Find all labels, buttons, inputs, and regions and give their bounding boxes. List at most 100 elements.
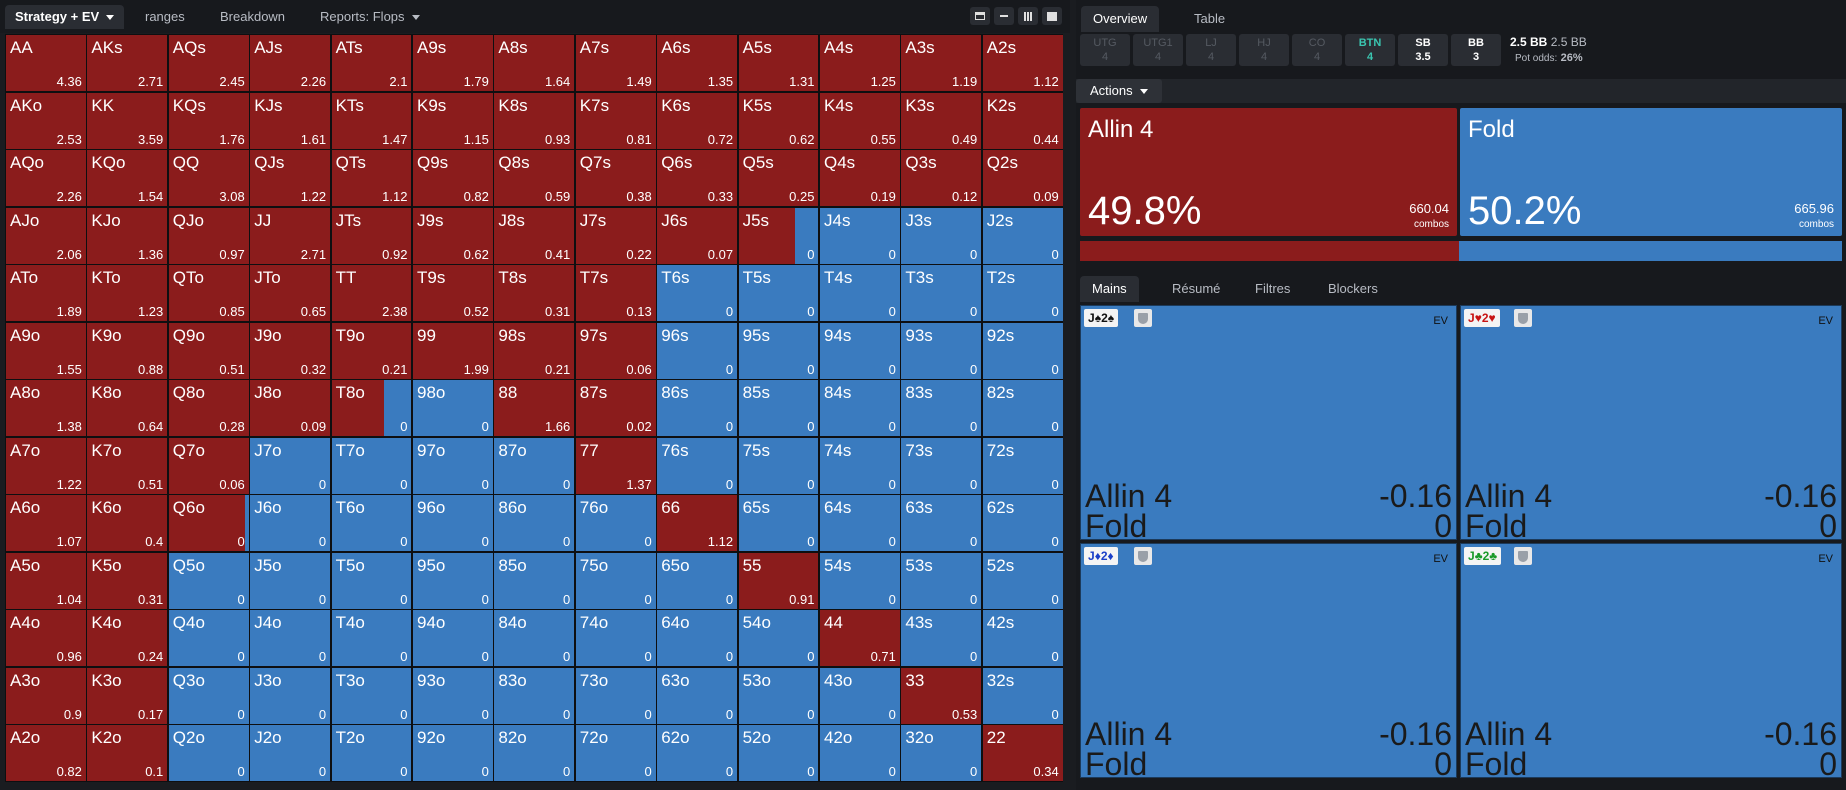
hand-cell[interactable]: T4s 0 (820, 265, 900, 321)
seat-lj[interactable]: LJ 4 (1186, 34, 1236, 66)
hand-cell[interactable]: A7o 1.22 (6, 437, 86, 494)
combo-card[interactable]: J♥2♥ EV Allin 4 -0.16 Fold 0 (1460, 305, 1842, 540)
hand-cell[interactable]: 55 0.91 (738, 552, 819, 609)
hand-cell[interactable]: 73s 0 (901, 437, 982, 494)
hand-cell[interactable]: 88 1.66 (494, 380, 575, 436)
hand-cell[interactable]: 94o 0 (413, 610, 493, 666)
combo-card[interactable]: J♣2♣ EV Allin 4 -0.16 Fold 0 (1460, 543, 1842, 778)
grid-icon[interactable] (1018, 7, 1038, 25)
hand-cell[interactable]: T8o 0 (331, 380, 412, 436)
hand-cell[interactable]: 93o 0 (413, 667, 493, 724)
hand-cell[interactable]: 32o 0 (901, 725, 982, 781)
hand-cell[interactable]: A3s 1.19 (901, 35, 982, 91)
hand-cell[interactable]: 64o 0 (657, 610, 738, 666)
actions-dropdown[interactable]: Actions (1076, 79, 1162, 103)
hand-cell[interactable]: 66 1.12 (657, 495, 738, 551)
hand-cell[interactable]: QTo 0.85 (168, 265, 249, 321)
hand-cell[interactable]: 22 0.34 (982, 725, 1063, 781)
combo-card[interactable]: J♠2♠ EV Allin 4 -0.16 Fold 0 (1080, 305, 1457, 540)
hand-cell[interactable]: 64s 0 (820, 495, 900, 551)
seat-utg[interactable]: UTG 4 (1080, 34, 1130, 66)
tab-filtres[interactable]: Filtres (1255, 281, 1291, 296)
hand-cell[interactable]: 76s 0 (657, 437, 738, 494)
hand-cell[interactable]: T2s 0 (982, 265, 1063, 321)
hand-cell[interactable]: A9o 1.55 (6, 322, 86, 379)
hand-cell[interactable]: K6o 0.4 (87, 495, 168, 551)
hand-cell[interactable]: A6o 1.07 (6, 495, 86, 551)
hand-cell[interactable]: 83o 0 (494, 667, 575, 724)
hand-cell[interactable]: J6s 0.07 (657, 207, 738, 264)
hand-cell[interactable]: T6s 0 (657, 265, 738, 321)
hand-cell[interactable]: 62o 0 (657, 725, 738, 781)
hand-cell[interactable]: AJo 2.06 (6, 207, 86, 264)
hand-cell[interactable]: JTo 0.65 (250, 265, 331, 321)
hand-cell[interactable]: T2o 0 (331, 725, 412, 781)
hand-cell[interactable]: T3o 0 (331, 667, 412, 724)
hand-cell[interactable]: 85s 0 (738, 380, 819, 436)
hand-cell[interactable]: J4o 0 (250, 610, 331, 666)
hand-cell[interactable]: T7o 0 (331, 437, 412, 494)
hand-cell[interactable]: AKs 2.71 (87, 35, 168, 91)
hand-cell[interactable]: Q9o 0.51 (168, 322, 249, 379)
hand-cell[interactable]: K2s 0.44 (982, 92, 1063, 149)
hand-cell[interactable]: T9s 0.52 (413, 265, 493, 321)
hand-cell[interactable]: 63s 0 (901, 495, 982, 551)
hand-cell[interactable]: Q6o 0 (168, 495, 249, 551)
hand-cell[interactable]: A4o 0.96 (6, 610, 86, 666)
seat-hj[interactable]: HJ 4 (1239, 34, 1289, 66)
hand-cell[interactable]: 63o 0 (657, 667, 738, 724)
hand-cell[interactable]: 87o 0 (494, 437, 575, 494)
tab-overview[interactable]: Overview (1081, 6, 1160, 32)
hand-cell[interactable]: 77 1.37 (575, 437, 656, 494)
hand-cell[interactable]: K8s 0.93 (494, 92, 575, 149)
hand-cell[interactable]: A2s 1.12 (982, 35, 1063, 91)
hand-cell[interactable]: 96o 0 (413, 495, 493, 551)
hand-cell[interactable]: Q2o 0 (168, 725, 249, 781)
hand-cell[interactable]: 82s 0 (982, 380, 1063, 436)
hand-cell[interactable]: Q3o 0 (168, 667, 249, 724)
hand-cell[interactable]: 95o 0 (413, 552, 493, 609)
hand-cell[interactable]: 92s 0 (982, 322, 1063, 379)
hand-cell[interactable]: AQo 2.26 (6, 150, 86, 206)
hand-cell[interactable]: J3o 0 (250, 667, 331, 724)
hand-cell[interactable]: 74o 0 (575, 610, 656, 666)
shield-icon[interactable] (1134, 547, 1152, 565)
hand-cell[interactable]: 53s 0 (901, 552, 982, 609)
hand-cell[interactable]: 42s 0 (982, 610, 1063, 666)
tab-blockers[interactable]: Blockers (1328, 281, 1378, 296)
hand-cell[interactable]: K3o 0.17 (87, 667, 168, 724)
hand-cell[interactable]: J3s 0 (901, 207, 982, 264)
seat-utg1[interactable]: UTG1 4 (1133, 34, 1183, 66)
hand-cell[interactable]: 98o 0 (413, 380, 493, 436)
seat-btn[interactable]: BTN 4 (1345, 34, 1395, 66)
hand-cell[interactable]: A9s 1.79 (413, 35, 493, 91)
square-icon[interactable] (1042, 7, 1062, 25)
seat-bb[interactable]: BB 3 (1451, 34, 1501, 66)
hand-cell[interactable]: T5s 0 (738, 265, 819, 321)
hand-cell[interactable]: KQs 1.76 (168, 92, 249, 149)
hand-cell[interactable]: 96s 0 (657, 322, 738, 379)
hand-cell[interactable]: 44 0.71 (820, 610, 900, 666)
hand-cell[interactable]: J9o 0.32 (250, 322, 331, 379)
shield-icon[interactable] (1134, 309, 1152, 327)
hand-cell[interactable]: 74s 0 (820, 437, 900, 494)
hand-cell[interactable]: A6s 1.35 (657, 35, 738, 91)
hand-cell[interactable]: J7s 0.22 (575, 207, 656, 264)
hand-cell[interactable]: KK 3.59 (87, 92, 168, 149)
action-fold-card[interactable]: Fold 50.2% 665.96 combos (1460, 108, 1842, 236)
hand-cell[interactable]: Q4o 0 (168, 610, 249, 666)
hand-cell[interactable]: Q9s 0.82 (413, 150, 493, 206)
hand-cell[interactable]: K8o 0.64 (87, 380, 168, 436)
hand-cell[interactable]: 97s 0.06 (575, 322, 656, 379)
hand-cell[interactable]: J5s 0 (738, 207, 819, 264)
hand-cell[interactable]: Q8s 0.59 (494, 150, 575, 206)
hand-cell[interactable]: Q4s 0.19 (820, 150, 900, 206)
hand-cell[interactable]: K6s 0.72 (657, 92, 738, 149)
hand-cell[interactable]: Q7o 0.06 (168, 437, 249, 494)
hand-cell[interactable]: Q8o 0.28 (168, 380, 249, 436)
hand-cell[interactable]: 72o 0 (575, 725, 656, 781)
hand-cell[interactable]: Q3s 0.12 (901, 150, 982, 206)
action-allin-card[interactable]: Allin 4 49.8% 660.04 combos (1080, 108, 1457, 236)
combo-card[interactable]: J♦2♦ EV Allin 4 -0.16 Fold 0 (1080, 543, 1457, 778)
hand-cell[interactable]: 83s 0 (901, 380, 982, 436)
